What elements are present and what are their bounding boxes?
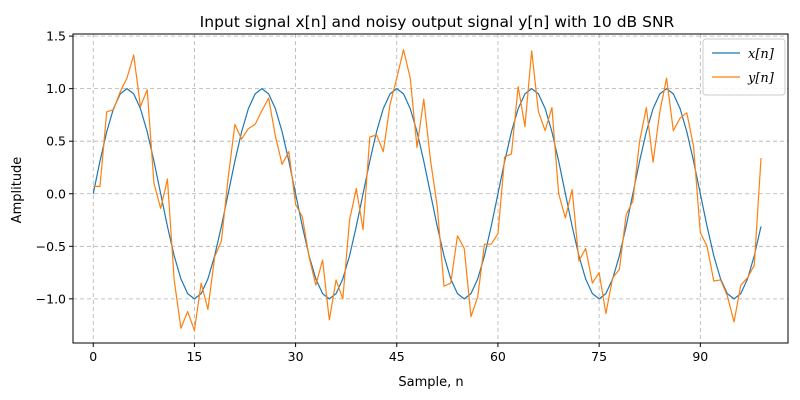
legend-label-y: y[n]	[747, 71, 775, 86]
chart-title: Input signal x[n] and noisy output signa…	[200, 13, 675, 31]
axis-ticks: 0 15 30 45 60 75 90 −1.0 −0.5 0.0 0.5 1.0 1.5	[36, 29, 709, 364]
y-tick-label: 1.0	[46, 81, 66, 96]
x-tick-label: 75	[591, 349, 607, 364]
x-tick-label: 90	[692, 349, 708, 364]
series-line-y	[93, 49, 762, 331]
y-tick-label: 0.0	[46, 186, 66, 201]
x-tick-label: 15	[186, 349, 202, 364]
series-line-x	[92, 88, 762, 300]
legend: x[n] y[n]	[702, 38, 786, 96]
plot-frame	[72, 33, 789, 344]
series-lines	[92, 49, 762, 331]
x-tick-label: 45	[389, 349, 405, 364]
y-tick-label: 1.5	[46, 29, 66, 44]
y-axis-label: Amplitude	[10, 157, 25, 224]
x-tick-label: 0	[89, 349, 97, 364]
x-tick-label: 30	[288, 349, 304, 364]
x-axis-label: Sample, n	[398, 375, 463, 390]
x-tick-label: 60	[490, 349, 506, 364]
y-tick-label: 0.5	[46, 134, 66, 149]
y-tick-label: −1.0	[36, 291, 66, 306]
y-tick-label: −0.5	[36, 239, 66, 254]
legend-label-x: x[n]	[748, 47, 775, 62]
grid-lines	[73, 34, 788, 343]
